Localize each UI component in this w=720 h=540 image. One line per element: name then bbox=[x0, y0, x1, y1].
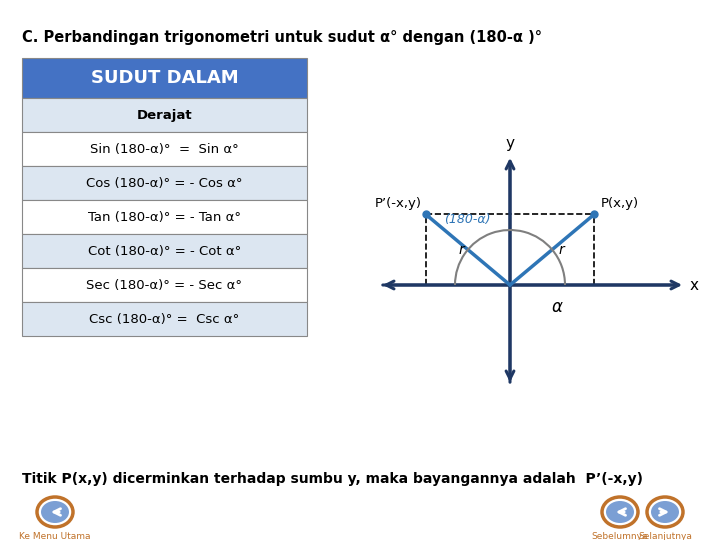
Text: y: y bbox=[505, 136, 515, 151]
Text: P’(-x,y): P’(-x,y) bbox=[374, 197, 422, 210]
Text: Derajat: Derajat bbox=[137, 109, 192, 122]
Text: Cos (180-α)° = - Cos α°: Cos (180-α)° = - Cos α° bbox=[86, 177, 243, 190]
Text: Cot (180-α)° = - Cot α°: Cot (180-α)° = - Cot α° bbox=[88, 245, 241, 258]
Bar bbox=[22, 234, 307, 268]
Bar bbox=[22, 200, 307, 234]
Text: Csc (180-α)° =  Csc α°: Csc (180-α)° = Csc α° bbox=[89, 313, 240, 326]
Text: Titik P(x,y) dicerminkan terhadap sumbu y, maka bayangannya adalah  P’(-x,y): Titik P(x,y) dicerminkan terhadap sumbu … bbox=[22, 472, 643, 486]
Text: r: r bbox=[458, 242, 464, 256]
Ellipse shape bbox=[606, 501, 634, 523]
Text: Sebelumnya: Sebelumnya bbox=[592, 532, 648, 540]
Text: Tan (180-α)° = - Tan α°: Tan (180-α)° = - Tan α° bbox=[88, 211, 241, 224]
Text: (180-α): (180-α) bbox=[444, 213, 490, 226]
Bar bbox=[22, 98, 307, 132]
Bar bbox=[22, 166, 307, 200]
Text: Selanjutnya: Selanjutnya bbox=[638, 532, 692, 540]
Text: P(x,y): P(x,y) bbox=[600, 197, 639, 210]
Bar bbox=[22, 268, 307, 302]
Text: α: α bbox=[552, 298, 562, 316]
Text: Ke Menu Utama: Ke Menu Utama bbox=[19, 532, 91, 540]
Bar bbox=[22, 58, 307, 98]
Bar bbox=[22, 132, 307, 166]
Text: x: x bbox=[690, 278, 699, 293]
Text: Sin (180-α)°  =  Sin α°: Sin (180-α)° = Sin α° bbox=[90, 143, 239, 156]
Text: SUDUT DALAM: SUDUT DALAM bbox=[91, 69, 238, 87]
Text: r: r bbox=[558, 242, 564, 256]
Bar bbox=[22, 302, 307, 336]
Ellipse shape bbox=[651, 501, 679, 523]
Text: C. Perbandingan trigonometri untuk sudut α° dengan (180-α )°: C. Perbandingan trigonometri untuk sudut… bbox=[22, 30, 542, 45]
Text: Sec (180-α)° = - Sec α°: Sec (180-α)° = - Sec α° bbox=[86, 279, 243, 292]
Ellipse shape bbox=[41, 501, 69, 523]
